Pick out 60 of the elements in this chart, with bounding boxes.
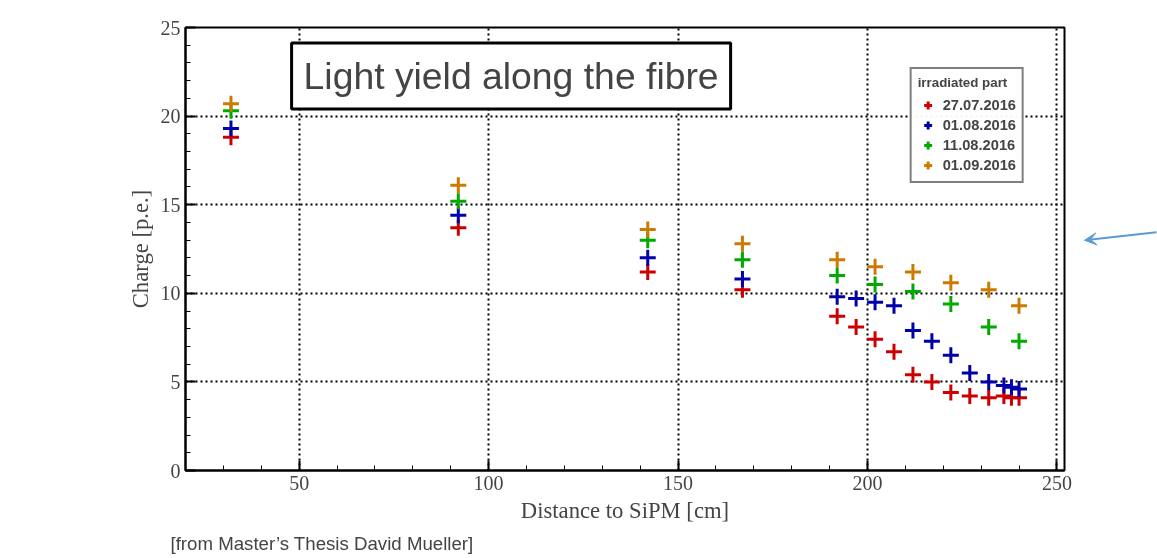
point [979, 280, 999, 300]
legend-label: 11.08.2016 [942, 137, 1016, 153]
point [846, 317, 866, 337]
point [979, 317, 999, 337]
point [827, 287, 847, 307]
point [903, 321, 923, 341]
point [448, 191, 468, 211]
point [1009, 296, 1029, 316]
point [638, 220, 658, 240]
y-tick-label: 5 [170, 370, 181, 393]
x-tick-label: 50 [289, 471, 310, 494]
text: [from Master’s Thesis David Mueller] [170, 532, 474, 554]
point [903, 262, 923, 282]
y-axis-title: Charge [p.e.] [127, 189, 153, 309]
point [960, 363, 980, 383]
point [941, 383, 961, 403]
point [732, 234, 752, 254]
legend-label: 01.08.2016 [942, 117, 1016, 133]
legend-label: 01.09.2016 [942, 157, 1016, 173]
point [903, 282, 923, 302]
point [884, 296, 904, 316]
point [960, 386, 980, 406]
point [979, 388, 999, 408]
text: Light yield along the fibre [303, 55, 719, 98]
y-tick-label: 20 [160, 105, 181, 128]
point [865, 292, 885, 312]
point [922, 372, 942, 392]
y-tick-label: 0 [170, 459, 181, 482]
point [979, 372, 999, 392]
x-axis-title: Distance to SiPM [cm] [520, 497, 730, 523]
point [732, 269, 752, 289]
y-tick-label: 25 [160, 16, 181, 39]
x-tick-label: 150 [663, 471, 694, 494]
point [221, 119, 241, 138]
point [827, 306, 847, 326]
point [941, 345, 961, 365]
x-tick-label: 200 [852, 471, 883, 494]
point [941, 273, 961, 293]
x-tick-label: 250 [1041, 471, 1072, 494]
point [865, 274, 885, 294]
point [221, 94, 241, 114]
y-tick-label: 15 [160, 193, 181, 216]
y-tick-label: 10 [160, 282, 181, 305]
legend-label: 27.07.2016 [942, 97, 1016, 113]
point [1009, 379, 1029, 399]
point [732, 250, 752, 270]
point [846, 289, 866, 309]
point [941, 294, 961, 314]
point [827, 266, 847, 286]
point [638, 248, 658, 268]
point [827, 250, 847, 270]
point [884, 342, 904, 362]
x-tick-label: 100 [473, 471, 504, 494]
point [448, 175, 468, 195]
legend-title: irradiated part [917, 75, 1009, 90]
point [865, 329, 885, 349]
point [865, 257, 885, 277]
point [903, 365, 923, 385]
point [922, 331, 942, 351]
point [1009, 331, 1029, 351]
